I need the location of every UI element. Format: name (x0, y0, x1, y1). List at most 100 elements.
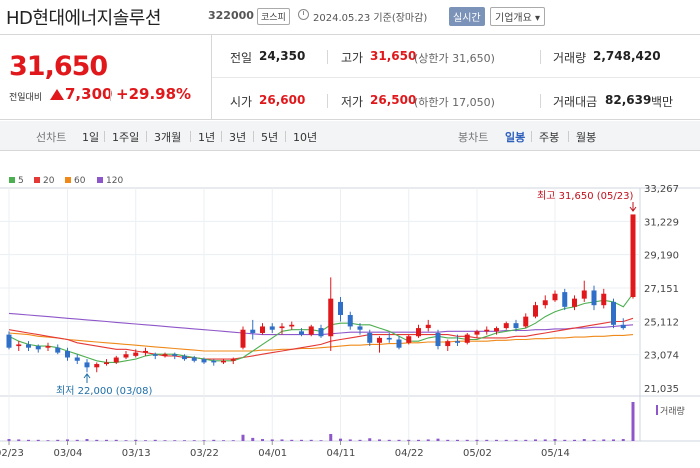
candle-body (221, 360, 226, 363)
volume-value: 2,748,420 (593, 49, 661, 63)
candle-body (45, 346, 51, 348)
change-divider (110, 89, 111, 101)
candle-body (26, 344, 31, 348)
volume-bar (339, 438, 342, 441)
candle-body (143, 350, 148, 353)
volume-bar (368, 438, 372, 441)
up-arrow-icon (50, 89, 64, 100)
candle-body (406, 336, 412, 343)
legend-ma120[interactable]: 120 (97, 176, 123, 186)
amount-value: 82,639 (605, 93, 652, 107)
volume-bar (524, 439, 528, 441)
x-tick-label: 05/02 (463, 448, 492, 459)
candle-body (494, 328, 499, 332)
x-tick-label: 04/11 (327, 448, 356, 459)
low-arrow-icon (83, 373, 91, 379)
candle-body (94, 364, 100, 368)
candle-body (445, 341, 451, 347)
candle-body (35, 346, 41, 350)
volume-bar (436, 438, 440, 441)
candle (279, 323, 285, 335)
volume-bar (329, 433, 333, 441)
candle-weekly[interactable]: 주봉 (539, 131, 560, 144)
moving-average-ma5 (8, 293, 634, 363)
candle (152, 352, 158, 360)
candle (143, 347, 148, 356)
candle (523, 313, 529, 329)
volume-bar (417, 439, 420, 441)
candle (503, 321, 509, 330)
candle-body (484, 329, 490, 332)
quote-divider (540, 94, 541, 108)
volume-bar (66, 439, 69, 441)
period-10y[interactable]: 10년 (293, 131, 318, 144)
legend-ma60[interactable]: 60 (65, 176, 85, 186)
volume-bar (241, 434, 245, 441)
candle (377, 336, 382, 353)
volume-bar (202, 440, 206, 441)
legend-label: 5 (18, 176, 24, 186)
candle-body (230, 359, 236, 361)
volume-bar (504, 439, 508, 441)
quote-box: 31,650 전일대비 7,300 +29.98% 전일 24,350 고가 3… (0, 34, 700, 120)
period-1y[interactable]: 1년 (198, 131, 216, 144)
candle (113, 355, 119, 365)
amount-unit: 백만 (651, 95, 674, 109)
candle (386, 332, 392, 343)
candle-body (591, 290, 597, 306)
prev-close-label: 전일 (230, 51, 253, 65)
moving-average-ma60 (8, 332, 634, 352)
y-tick-label: 29,190 (644, 251, 679, 262)
period-1d[interactable]: 1일 (82, 131, 100, 144)
candle (201, 357, 207, 365)
clock-icon (298, 9, 309, 20)
volume-bar (543, 439, 547, 441)
candle (35, 344, 41, 353)
volume-bar (105, 439, 108, 441)
candle-body (74, 357, 80, 361)
candle-body (123, 354, 129, 358)
candle (289, 321, 295, 330)
period-divider (104, 131, 105, 142)
quote-divider (327, 50, 328, 64)
candle-body (425, 324, 431, 329)
volume-bar (95, 439, 99, 441)
stock-code: 322000 (208, 9, 254, 22)
period-1w[interactable]: 1주일 (112, 131, 140, 144)
low-value: 26,500 (370, 93, 417, 107)
candle-body (299, 331, 304, 335)
volume-bar (222, 440, 225, 441)
candle-body (630, 214, 636, 298)
candle-body (562, 292, 568, 307)
high-value: 31,650 (370, 49, 417, 63)
y-tick-label: 25,112 (644, 317, 679, 328)
volume-bar (592, 439, 596, 441)
period-3y[interactable]: 3년 (229, 131, 247, 144)
legend-ma5[interactable]: 5 (9, 176, 24, 186)
volume-bar (280, 439, 284, 441)
realtime-button[interactable]: 실시간 (449, 7, 485, 26)
candle-body (240, 329, 246, 348)
period-3m[interactable]: 3개월 (154, 131, 182, 144)
candle (16, 341, 22, 351)
base-date: 2024.05.23 기준(장마감) (313, 13, 428, 24)
candle-monthly[interactable]: 월봉 (576, 131, 597, 144)
candle-body (533, 305, 538, 317)
volume-bar (573, 439, 576, 441)
company-overview-button[interactable]: 기업개요 ▾ (490, 7, 545, 26)
legend-ma20[interactable]: 20 (34, 176, 54, 186)
candle (74, 354, 80, 365)
candle (591, 285, 597, 311)
candle-body (6, 334, 12, 348)
candle (347, 311, 353, 330)
candle (211, 359, 217, 366)
candle-daily[interactable]: 일봉 (505, 131, 526, 144)
candle-body (601, 293, 607, 306)
candle-body (16, 344, 22, 347)
volume-bar (358, 439, 362, 441)
candle-body (201, 359, 207, 363)
volume-bar (85, 439, 89, 441)
high-annotation: 최고 31,650 (05/23) (537, 190, 633, 202)
period-5y[interactable]: 5년 (261, 131, 279, 144)
high-label: 고가 (341, 51, 364, 65)
